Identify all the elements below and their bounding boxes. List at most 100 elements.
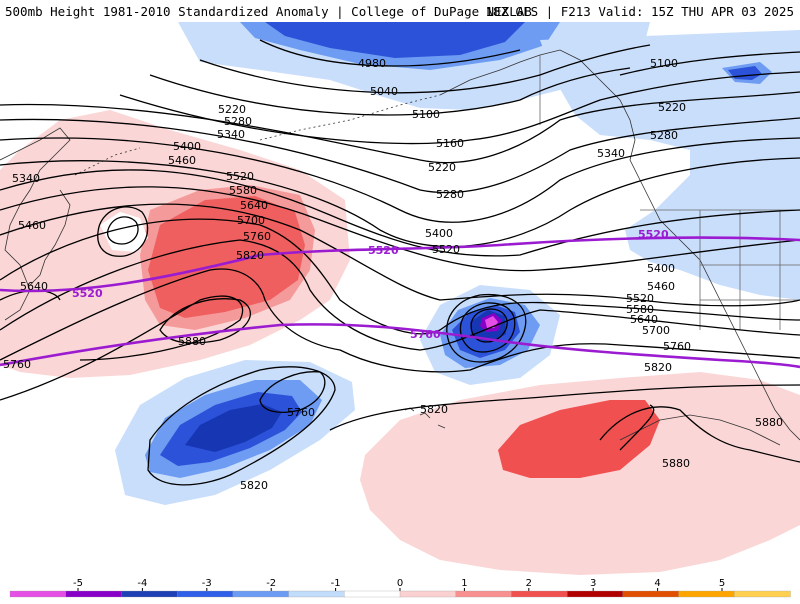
climo-label: 5520: [638, 228, 669, 241]
contour-label: 5760: [243, 230, 271, 243]
contour-label: 5400: [173, 140, 201, 153]
contour-5820: [0, 295, 244, 401]
positive-anomaly-asia-deep: [148, 196, 305, 318]
contour-label: 5220: [428, 161, 456, 174]
colorbar-graphic: -5 -4 -3 -2 -1 0 1 2 3 4 5: [9, 578, 791, 598]
map-title: 500mb Height 1981-2010 Standardized Anom…: [5, 4, 532, 19]
contour-5700: [0, 239, 800, 351]
coastline-kurils: [74, 147, 141, 176]
coastlines: [0, 49, 800, 446]
contour-5880-east: [599, 406, 800, 463]
colorbar-tick-label: -4: [137, 578, 147, 589]
contour-5580: [0, 203, 800, 307]
contour-japan-low: [106, 216, 139, 245]
contour-label: 5820: [644, 361, 672, 374]
contour-label: 5340: [597, 147, 625, 160]
contour-label: 5220: [658, 101, 686, 114]
coastline-asia: [0, 127, 71, 321]
climatology-lines: [0, 236, 800, 369]
contour-5100-east: [619, 51, 800, 76]
contour-label-group: 4980 5040 5100 5100 5220 5280 5340 5340 …: [3, 57, 783, 492]
colorbar-swatch: [678, 590, 735, 598]
contour-5040: [199, 44, 651, 94]
positive-anomaly-east-core: [498, 400, 660, 478]
anomaly-colorbar: -5 -4 -3 -2 -1 0 1 2 3 4 5: [0, 575, 800, 600]
contour-4980: [259, 39, 521, 67]
contour-5880-east-inner: [619, 404, 655, 451]
contour-5760: [0, 268, 800, 373]
colorbar-swatch: [511, 590, 568, 598]
colorbar-swatch: [288, 590, 345, 598]
contour-label: 5100: [650, 57, 678, 70]
colorbar-swatch: [399, 590, 457, 598]
contour-label: 5160: [436, 137, 464, 150]
contour-5640: [0, 218, 800, 335]
negative-anomaly-cutoff-max: [485, 316, 498, 328]
contour-label: 5460: [168, 154, 196, 167]
coastline-japan: [29, 189, 71, 286]
colorbar-tick-label: 0: [397, 578, 403, 589]
contour-label: 5280: [650, 129, 678, 142]
colorbar-tick-label: -2: [266, 578, 276, 589]
colorbar-swatch: [65, 590, 123, 598]
contour-5280: [0, 117, 800, 194]
anomaly-map: 4980 5040 5100 5100 5220 5280 5340 5340 …: [0, 22, 800, 575]
colorbar-tick-label: -3: [202, 578, 212, 589]
colorbar-swatch: [344, 590, 401, 598]
colorbar-swatch: [734, 590, 791, 598]
colorbar-swatches: [9, 590, 791, 598]
contour-label: 5820: [236, 249, 264, 262]
contour-label: 5100: [412, 108, 440, 121]
contour-label: 5040: [370, 85, 398, 98]
colorbar-swatch: [9, 590, 67, 598]
climo-label: 5520: [72, 287, 103, 300]
contour-label: 5520: [226, 170, 254, 183]
contour-label: 5820: [178, 335, 206, 348]
climo-label: 5760: [410, 328, 441, 341]
climo-label: 5520: [368, 244, 399, 257]
contour-label: 5880: [178, 335, 206, 348]
contour-5160: [119, 71, 800, 145]
contour-5760-sub: [259, 371, 326, 413]
contour-label: 5400: [647, 262, 675, 275]
negative-anomaly-north-deep: [265, 22, 525, 58]
contour-5880-asia: [159, 298, 252, 344]
colorbar-swatch: [121, 590, 178, 598]
contour-5820-sub: [147, 366, 336, 486]
contour-label: 5280: [224, 115, 252, 128]
contour-5100-west: [149, 67, 631, 116]
colorbar-swatch: [455, 590, 513, 598]
contour-cutoff-ring1: [446, 293, 527, 363]
contour-5820-east: [329, 384, 800, 431]
colorbar-tick-label: 3: [590, 578, 596, 589]
height-contours: [0, 39, 800, 486]
contour-label: 5340: [12, 172, 40, 185]
contour-label: 5400: [425, 227, 453, 240]
contour-label: 5640: [20, 280, 48, 293]
colorbar-swatch: [232, 590, 290, 598]
climo-5760-line: [0, 323, 800, 369]
contour-label: 5880: [662, 457, 690, 470]
contour-label: 5760: [663, 340, 691, 353]
contour-label: 5580: [229, 184, 257, 197]
contour-label: 5820: [420, 403, 448, 416]
colorbar-tick-label: 4: [654, 578, 660, 589]
contour-5340: [0, 137, 800, 223]
contour-label: 5340: [217, 128, 245, 141]
contour-label: 5880: [755, 416, 783, 429]
contour-label: 5280: [436, 188, 464, 201]
negative-anomaly-subtropical-deepest: [185, 404, 282, 452]
colorbar-tick-label: -1: [331, 578, 341, 589]
contour-label: 5520: [626, 292, 654, 305]
contour-label: 5700: [237, 214, 265, 227]
contour-label: 5760: [3, 358, 31, 371]
contour-label: 4980: [358, 57, 386, 70]
contour-label: 5640: [630, 313, 658, 326]
colorbar-tick-label: 1: [461, 578, 467, 589]
contour-label: 5820: [240, 479, 268, 492]
colorbar-tick-label: 5: [719, 578, 725, 589]
contour-label: 5520: [432, 243, 460, 256]
contour-label: 5640: [240, 199, 268, 212]
contour-label: 5460: [18, 219, 46, 232]
contour-japan-low-outer: [97, 206, 149, 257]
